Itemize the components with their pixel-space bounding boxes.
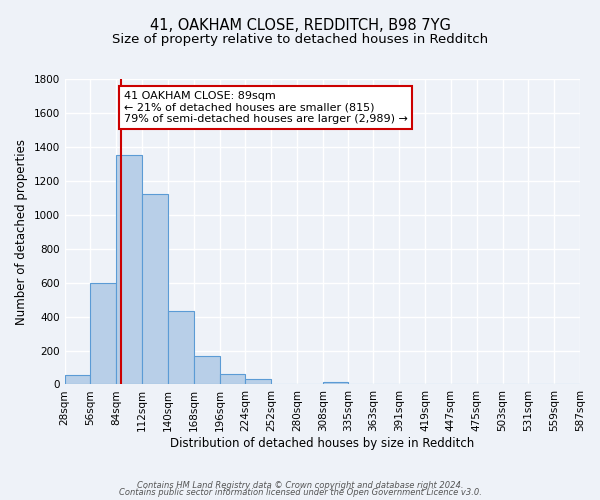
Bar [142, 194, 168, 384]
Bar [194, 356, 220, 384]
Bar [245, 380, 271, 384]
Bar [323, 382, 347, 384]
Text: 41 OAKHAM CLOSE: 89sqm
← 21% of detached houses are smaller (815)
79% of semi-de: 41 OAKHAM CLOSE: 89sqm ← 21% of detached… [124, 91, 407, 124]
Bar [65, 375, 91, 384]
Bar [91, 282, 116, 384]
Text: Contains public sector information licensed under the Open Government Licence v3: Contains public sector information licen… [119, 488, 481, 497]
X-axis label: Distribution of detached houses by size in Redditch: Distribution of detached houses by size … [170, 437, 475, 450]
Text: 41, OAKHAM CLOSE, REDDITCH, B98 7YG: 41, OAKHAM CLOSE, REDDITCH, B98 7YG [149, 18, 451, 32]
Y-axis label: Number of detached properties: Number of detached properties [15, 138, 28, 324]
Bar [220, 374, 245, 384]
Bar [116, 156, 142, 384]
Text: Size of property relative to detached houses in Redditch: Size of property relative to detached ho… [112, 32, 488, 46]
Text: Contains HM Land Registry data © Crown copyright and database right 2024.: Contains HM Land Registry data © Crown c… [137, 480, 463, 490]
Bar [168, 312, 194, 384]
